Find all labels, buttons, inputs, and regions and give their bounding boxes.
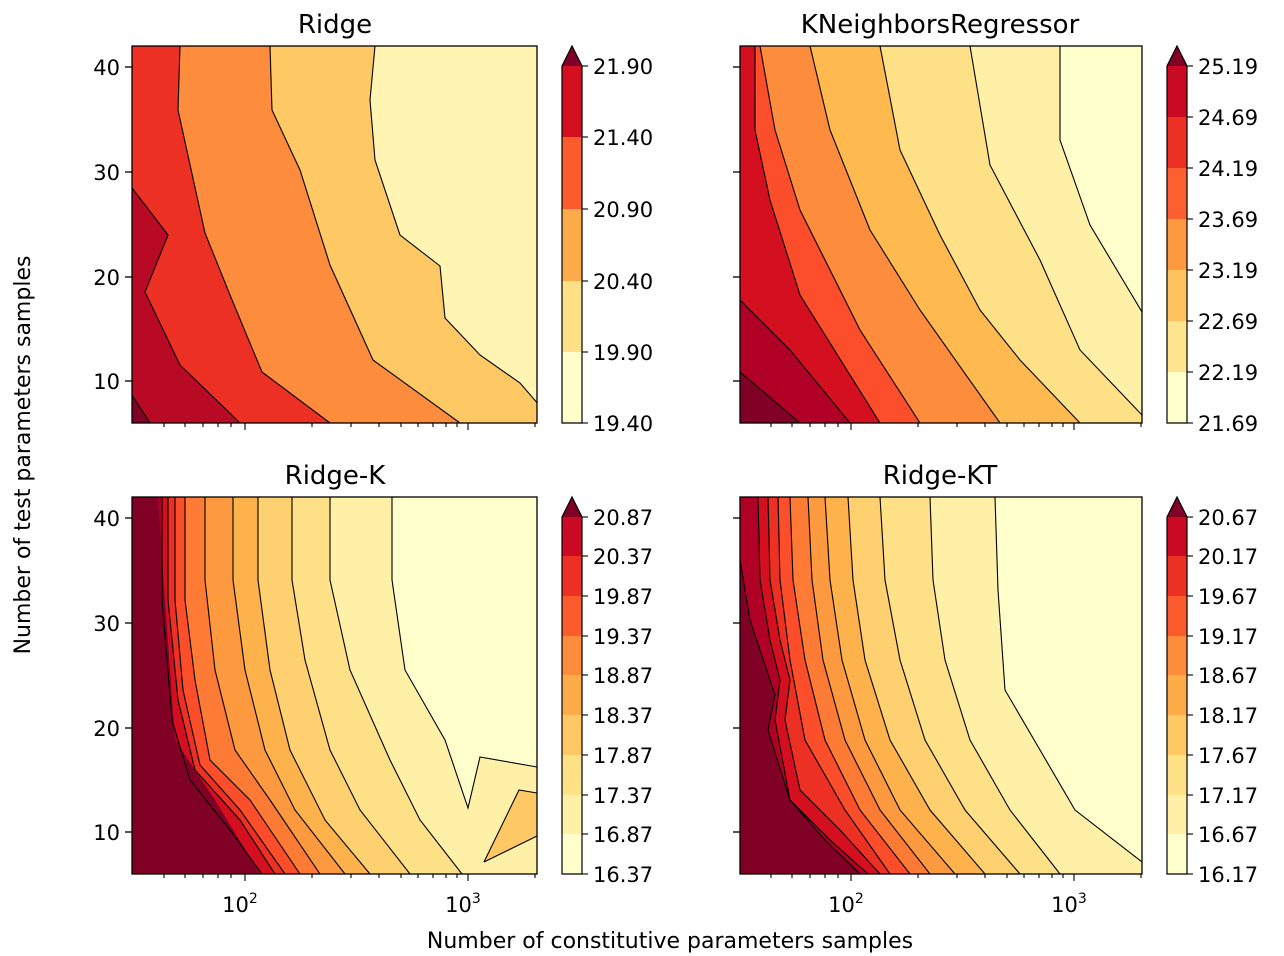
- ridge-kt-cbar-label: 18.17: [1198, 704, 1258, 728]
- panel-ridge-frame: [131, 45, 538, 424]
- ridge-kt-cbar-label: 20.67: [1198, 506, 1258, 530]
- panel-ridge-kt: Ridge-KT: [733, 461, 1258, 917]
- ridge-kt-cbar-label: 18.67: [1198, 664, 1258, 688]
- kneighbors-cbar-label: 22.69: [1198, 310, 1258, 334]
- panel-ridge-k: Ridge-K: [93, 461, 653, 917]
- ridge-cbar-label: 19.90: [593, 341, 653, 365]
- ridge-cbar-label: 21.40: [593, 126, 653, 150]
- panel-ridge-kt-frame: [739, 496, 1143, 875]
- figure-y-label: Number of test parameters samples: [11, 256, 36, 655]
- panel-kneighbors-x-ticks: [770, 423, 1142, 430]
- ridge-ytick-20: 20: [93, 266, 120, 290]
- ridge-kt-cbar-label: 17.67: [1198, 744, 1258, 768]
- kneighbors-cbar-label: 23.19: [1198, 259, 1258, 283]
- ridge-kt-cbar-label: 19.17: [1198, 625, 1258, 649]
- panel-ridge-kt-x-ticks: [770, 874, 1142, 881]
- ridge-k-cbar-label: 18.37: [593, 704, 653, 728]
- panel-kneighbors-title: KNeighborsRegressor: [801, 10, 1080, 40]
- ridge-k-cbar-label: 20.37: [593, 545, 653, 569]
- panel-ridge-kt-title: Ridge-KT: [883, 461, 998, 491]
- kneighbors-cbar-label: 22.19: [1198, 361, 1258, 385]
- ridge-k-cbar-label: 16.87: [593, 823, 653, 847]
- panel-ridge-k-y-ticks: [125, 517, 132, 833]
- panel-ridge-kt-y-ticks: [733, 517, 740, 833]
- panel-ridge-title: Ridge: [298, 10, 372, 40]
- ridge-kt-cbar-label: 16.17: [1198, 863, 1258, 887]
- ridge-k-cbar-label: 17.87: [593, 744, 653, 768]
- panel-ridge-k-frame: [131, 496, 538, 875]
- panel-ridge-y-ticks: [125, 66, 132, 382]
- ridge-ytick-10: 10: [93, 370, 120, 394]
- colorbar-kneighbors: 25.19 24.69 24.19 23.69 23.19 22.69 22.1…: [1166, 44, 1258, 436]
- ridge-k-xtick-100: 102: [222, 891, 258, 917]
- ridge-band-21-40: [132, 188, 240, 423]
- ridge-ytick-30: 30: [93, 161, 120, 185]
- ridge-cbar-label: 19.40: [593, 412, 653, 436]
- kneighbors-cbar-label: 24.19: [1198, 157, 1258, 181]
- ridge-kt-cbar-label: 19.67: [1198, 585, 1258, 609]
- ridge-kt-cbar-label: 16.67: [1198, 823, 1258, 847]
- ridge-cbar-label: 20.90: [593, 198, 653, 222]
- figure-x-label: Number of constitutive parameters sample…: [427, 929, 913, 954]
- panel-ridge-x-ticks: [163, 423, 536, 430]
- kneighbors-cbar-label: 21.69: [1198, 412, 1258, 436]
- ridge-kt-cbar-label: 20.17: [1198, 545, 1258, 569]
- ridge-k-ytick-40: 40: [93, 507, 120, 531]
- ridge-k-cbar-label: 19.37: [593, 625, 653, 649]
- colorbar-ridge: 21.90 21.40 20.90 20.40 19.90 19.40: [561, 44, 653, 436]
- ridge-cbar-label: 21.90: [593, 55, 653, 79]
- colorbar-ridge-kt: 20.67 20.17 19.67 19.17 18.67 18.17 17.6…: [1166, 495, 1258, 887]
- colorbar-ridge-k: 20.87 20.37 19.87 19.37 18.87 18.37 17.8…: [561, 495, 653, 887]
- ridge-k-cbar-label: 20.87: [593, 506, 653, 530]
- ridge-k-ytick-20: 20: [93, 717, 120, 741]
- ridge-k-xtick-1000: 103: [445, 891, 481, 917]
- kneighbors-cbar-label: 23.69: [1198, 208, 1258, 232]
- ridge-ytick-40: 40: [93, 56, 120, 80]
- panel-ridge: Ridge 40 30 20 10: [93, 10, 653, 436]
- ridge-k-cbar-label: 18.87: [593, 664, 653, 688]
- ridge-k-cbar-label: 17.37: [593, 784, 653, 808]
- ridge-k-ytick-10: 10: [93, 821, 120, 845]
- panel-kneighbors-y-ticks: [733, 66, 740, 382]
- panel-kneighbors: KNeighborsRegressor: [733, 10, 1258, 436]
- panel-kneighbors-plot-area: [740, 46, 1142, 423]
- ridge-kt-xtick-100: 102: [828, 891, 864, 917]
- panel-ridge-plot-area: [132, 46, 537, 423]
- panel-ridge-k-x-ticks: [163, 874, 536, 881]
- ridge-k-ytick-30: 30: [93, 612, 120, 636]
- kneighbors-cbar-label: 24.69: [1198, 106, 1258, 130]
- ridge-kt-xtick-1000: 103: [1051, 891, 1087, 917]
- panel-kneighbors-frame: [739, 45, 1143, 424]
- ridge-cbar-label: 20.40: [593, 270, 653, 294]
- ridge-kt-cbar-label: 17.17: [1198, 784, 1258, 808]
- ridge-band-20-90: [132, 46, 330, 423]
- kneighbors-cbar-label: 25.19: [1198, 55, 1258, 79]
- panel-ridge-k-title: Ridge-K: [285, 461, 387, 491]
- panel-ridge-kt-plot-area: [740, 497, 1142, 874]
- panel-ridge-k-plot-area: [132, 497, 537, 874]
- ridge-k-cbar-label: 19.87: [593, 585, 653, 609]
- ridge-k-cbar-label: 16.37: [593, 863, 653, 887]
